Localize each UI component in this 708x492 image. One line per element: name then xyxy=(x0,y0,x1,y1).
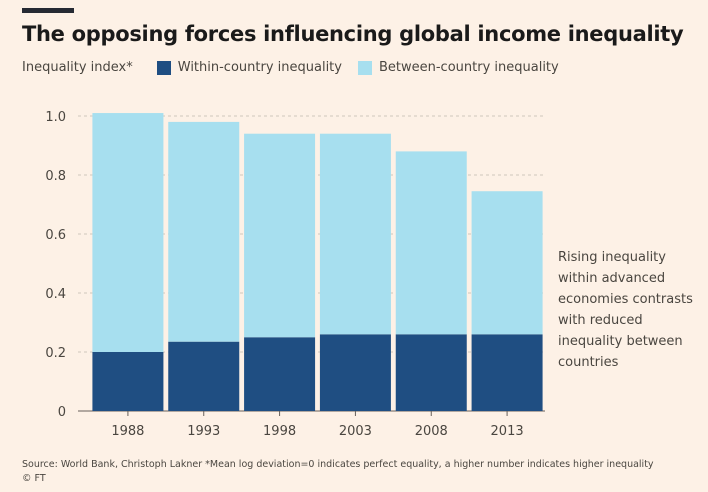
x-tick-label-2008: 2008 xyxy=(415,424,448,439)
y-tick-label: 0 xyxy=(58,405,66,420)
bar-segment-between-2013 xyxy=(471,191,543,335)
source-note: Source: World Bank, Christoph Lakner *Me… xyxy=(22,458,702,486)
legend-swatch-between xyxy=(357,60,372,75)
bar-segment-between-1988 xyxy=(92,113,164,352)
bar-segment-between-2003 xyxy=(319,133,391,335)
y-tick-label: 0.2 xyxy=(45,346,66,361)
chart-annotation: Rising inequality within advanced econom… xyxy=(558,250,693,370)
legend-label-between: Between-country inequality xyxy=(378,60,559,75)
x-tick-label-2003: 2003 xyxy=(339,424,372,439)
legend-swatch-within xyxy=(156,60,171,75)
title-accent-bar xyxy=(22,8,74,13)
bar-segment-within-2013 xyxy=(471,334,543,411)
x-tick-label-1988: 1988 xyxy=(111,424,144,439)
bar-segment-within-1988 xyxy=(92,352,164,411)
legend-item-within: Within-country inequality xyxy=(156,60,342,75)
legend-item-between: Between-country inequality xyxy=(357,60,559,75)
bar-segment-between-1993 xyxy=(168,121,240,342)
source-text: Source: World Bank, Christoph Lakner *Me… xyxy=(22,459,654,470)
chart-title: The opposing forces influencing global i… xyxy=(22,22,684,46)
x-tick-label-1993: 1993 xyxy=(187,424,220,439)
ft-credit: © FT xyxy=(22,473,46,484)
y-tick-label: 0.6 xyxy=(45,228,66,243)
bar-segment-within-1998 xyxy=(244,337,316,411)
x-axis-ticks: 1988 1993 1998 2003 2008 2013 xyxy=(111,411,524,439)
y-axis-label: Inequality index* xyxy=(22,60,133,75)
legend-label-within: Within-country inequality xyxy=(177,60,342,75)
bar-segment-within-2003 xyxy=(319,334,391,411)
y-tick-label: 0.8 xyxy=(45,169,66,184)
y-tick-label: 0.4 xyxy=(45,287,66,302)
y-tick-label: 1.0 xyxy=(45,110,66,125)
legend: Inequality index* Within-country inequal… xyxy=(22,60,575,75)
bar-segment-within-1993 xyxy=(168,341,240,411)
bar-segment-between-1998 xyxy=(244,133,316,338)
bars xyxy=(92,113,543,411)
bar-segment-within-2008 xyxy=(395,334,467,411)
x-tick-label-2013: 2013 xyxy=(491,424,524,439)
x-tick-label-1998: 1998 xyxy=(263,424,296,439)
bar-segment-between-2008 xyxy=(395,151,467,335)
y-axis-ticks: 0 0.2 0.4 0.6 0.8 1.0 xyxy=(45,110,66,420)
